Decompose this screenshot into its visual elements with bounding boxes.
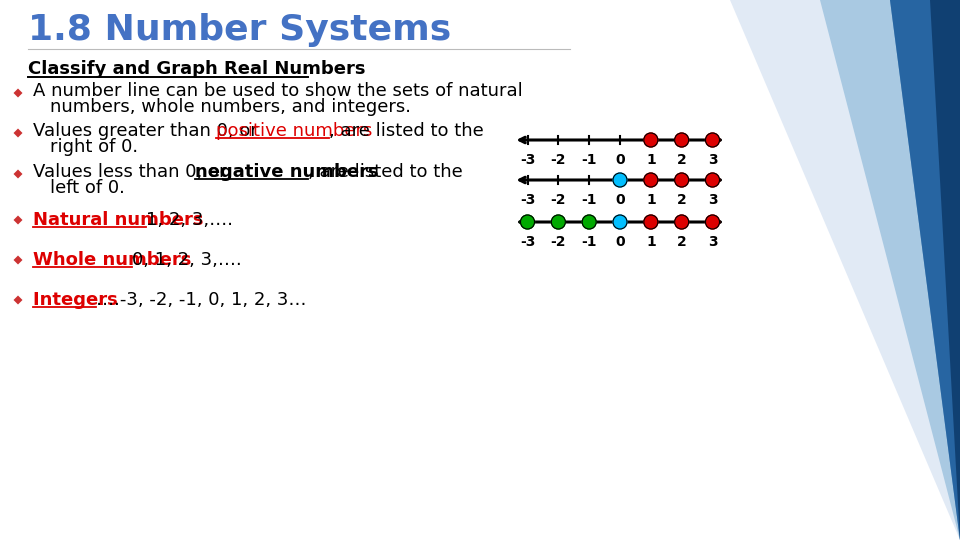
Text: Values less than 0, or: Values less than 0, or	[33, 163, 232, 181]
Polygon shape	[13, 129, 22, 138]
Text: numbers, whole numbers, and integers.: numbers, whole numbers, and integers.	[50, 98, 411, 116]
Polygon shape	[13, 89, 22, 98]
Text: right of 0.: right of 0.	[50, 138, 138, 156]
Text: Integers: Integers	[33, 291, 124, 309]
Circle shape	[675, 215, 688, 229]
Polygon shape	[820, 0, 960, 540]
Circle shape	[613, 215, 627, 229]
Text: 0: 0	[615, 235, 625, 249]
Text: -1: -1	[582, 153, 597, 167]
Text: Whole numbers: Whole numbers	[33, 251, 198, 269]
Circle shape	[675, 173, 688, 187]
Text: 1: 1	[646, 193, 656, 207]
Circle shape	[644, 173, 658, 187]
Text: 0: 0	[615, 153, 625, 167]
Text: left of 0.: left of 0.	[50, 179, 125, 197]
Text: positive numbers: positive numbers	[216, 122, 372, 140]
Circle shape	[582, 215, 596, 229]
Text: 2: 2	[677, 193, 686, 207]
Circle shape	[675, 133, 688, 147]
Text: 2: 2	[677, 235, 686, 249]
Circle shape	[706, 133, 719, 147]
Text: -2: -2	[551, 235, 566, 249]
Text: , are listed to the: , are listed to the	[308, 163, 463, 181]
Circle shape	[613, 173, 627, 187]
Text: -2: -2	[551, 193, 566, 207]
Circle shape	[706, 173, 719, 187]
Text: 3: 3	[708, 153, 717, 167]
Text: -1: -1	[582, 235, 597, 249]
Text: 3: 3	[708, 193, 717, 207]
Text: ….-3, -2, -1, 0, 1, 2, 3…: ….-3, -2, -1, 0, 1, 2, 3…	[96, 291, 307, 309]
Text: 1, 2, 3,….: 1, 2, 3,….	[146, 211, 233, 229]
Text: 0, 1, 2, 3,….: 0, 1, 2, 3,….	[132, 251, 242, 269]
Text: -2: -2	[551, 153, 566, 167]
Polygon shape	[590, 0, 960, 540]
Circle shape	[706, 215, 719, 229]
Polygon shape	[710, 0, 960, 540]
Polygon shape	[13, 215, 22, 225]
Polygon shape	[930, 0, 960, 540]
Text: -3: -3	[519, 153, 535, 167]
Text: 1: 1	[646, 153, 656, 167]
Text: -1: -1	[582, 193, 597, 207]
Text: Natural numbers: Natural numbers	[33, 211, 209, 229]
Text: -3: -3	[519, 235, 535, 249]
Polygon shape	[13, 295, 22, 305]
Text: -3: -3	[519, 193, 535, 207]
Text: 0: 0	[615, 193, 625, 207]
Circle shape	[644, 133, 658, 147]
Polygon shape	[13, 255, 22, 265]
Polygon shape	[890, 0, 960, 540]
Text: 1.8 Number Systems: 1.8 Number Systems	[28, 13, 451, 47]
Text: A number line can be used to show the sets of natural: A number line can be used to show the se…	[33, 82, 523, 100]
Circle shape	[644, 215, 658, 229]
Text: negative numbers: negative numbers	[195, 163, 379, 181]
Circle shape	[551, 215, 565, 229]
Text: 3: 3	[708, 235, 717, 249]
Text: Values greater than 0, or: Values greater than 0, or	[33, 122, 264, 140]
Text: 1: 1	[646, 235, 656, 249]
Text: , are listed to the: , are listed to the	[329, 122, 484, 140]
Circle shape	[520, 215, 535, 229]
Text: Classify and Graph Real Numbers: Classify and Graph Real Numbers	[28, 60, 366, 78]
Text: 2: 2	[677, 153, 686, 167]
Polygon shape	[13, 170, 22, 179]
